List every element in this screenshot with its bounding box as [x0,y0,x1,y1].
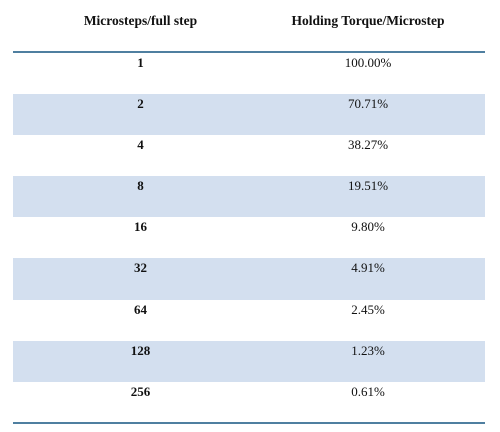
torque-cell: 4.91% [351,260,385,276]
table-row: 2 70.71% [13,94,485,136]
torque-cell: 100.00% [344,55,392,70]
column-header-holding-torque: Holding Torque/Microstep [291,13,445,28]
microsteps-cell: 1 [137,55,144,70]
table-bottom-rule [13,422,485,424]
table-row: 256 0.61% [13,382,485,423]
column-header-microsteps: Microsteps/full step [83,13,198,28]
torque-cell: 9.80% [351,219,385,235]
torque-cell: 38.27% [347,137,389,153]
table-row: 128 1.23% [13,340,485,382]
table-row: 64 2.45% [13,300,485,341]
torque-cell: 1.23% [351,342,385,358]
table-row: 32 4.91% [13,258,485,300]
microsteps-cell: 2 [137,96,144,112]
table-row: 16 9.80% [13,217,485,258]
torque-cell: 2.45% [351,301,385,317]
table-row: 4 38.27% [13,135,485,176]
microstep-torque-table: Microsteps/full step Holding Torque/Micr… [13,0,485,432]
microsteps-cell: 128 [130,342,151,358]
microsteps-cell: 32 [134,260,147,276]
table-body: 1 100.00% 2 70.71% 4 38.27% 8 19.51% 16 … [13,53,485,423]
microsteps-cell: 8 [137,178,144,194]
torque-cell: 0.61% [351,383,385,399]
microsteps-cell: 4 [137,137,144,153]
torque-cell: 19.51% [347,178,389,194]
torque-cell: 70.71% [347,96,389,112]
microsteps-cell: 256 [130,383,151,399]
table-row: 1 100.00% [13,53,485,94]
table-header-row: Microsteps/full step Holding Torque/Micr… [13,0,485,52]
microsteps-cell: 64 [134,301,147,317]
header-divider [13,51,485,53]
table-row: 8 19.51% [13,176,485,218]
microsteps-cell: 16 [134,219,147,235]
